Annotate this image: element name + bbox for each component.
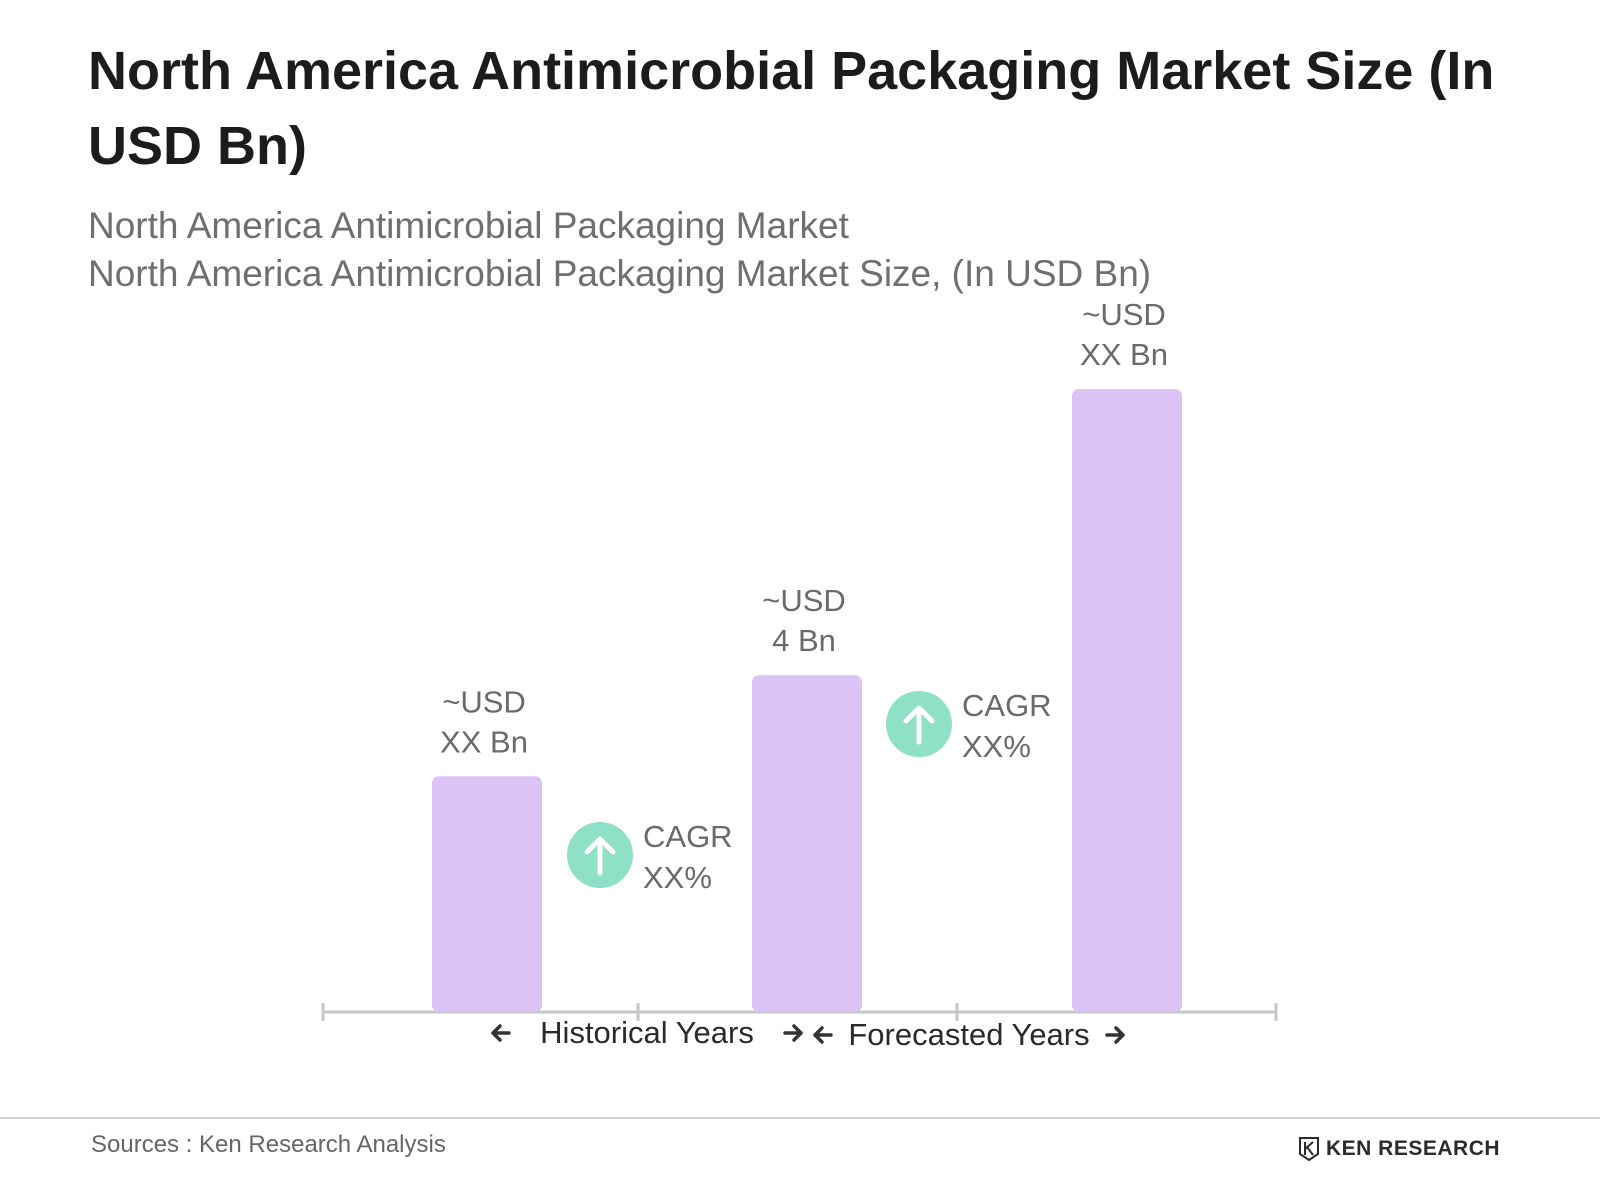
period-2-left-arrow-icon bbox=[813, 1026, 833, 1044]
period-label-2: Forecasted Years bbox=[848, 1017, 1089, 1052]
bar-label-2-line-1: ~USD bbox=[762, 583, 846, 618]
period-2-right-arrow-icon bbox=[1105, 1026, 1125, 1044]
period-1-right-arrow-icon bbox=[783, 1024, 803, 1042]
cagr-arrow-glyph-2 bbox=[903, 705, 935, 745]
period-label-1: Historical Years bbox=[540, 1015, 754, 1050]
ken-research-logo-icon bbox=[1299, 1137, 1319, 1162]
bar-2 bbox=[752, 675, 862, 1012]
chart-title: North America Antimicrobial Packaging Ma… bbox=[88, 41, 1495, 176]
bar-3 bbox=[1072, 389, 1182, 1012]
bar-label-1-line-2: XX Bn bbox=[440, 724, 528, 759]
bar-label-1-line-1: ~USD bbox=[442, 684, 526, 719]
subtitle-line-1: North America Antimicrobial Packaging Ma… bbox=[88, 205, 849, 246]
bar-label-3-line-2: XX Bn bbox=[1080, 337, 1168, 372]
bar-chart: ~USD XX Bn ~USD 4 Bn ~USD XX Bn CAGR XX% CAGR XX%… bbox=[321, 297, 1278, 1052]
chart-subtitle: North America Antimicrobial Packaging Ma… bbox=[88, 202, 1151, 298]
brand-name: KEN RESEARCH bbox=[1326, 1137, 1501, 1160]
cagr-label-1-line-2: XX% bbox=[643, 860, 712, 895]
cagr-label-2-line-2: XX% bbox=[962, 729, 1031, 764]
footer-divider bbox=[0, 1117, 1600, 1119]
bar-1 bbox=[432, 776, 542, 1012]
bar-label-3-line-1: ~USD bbox=[1082, 297, 1166, 332]
cagr-label-2-line-1: CAGR bbox=[962, 688, 1052, 723]
cagr-arrow-glyph-1 bbox=[584, 836, 616, 876]
bar-label-2-line-2: 4 Bn bbox=[772, 623, 836, 658]
brand-logo: KEN RESEARCH bbox=[1298, 1136, 1500, 1162]
source-note: Sources : Ken Research Analysis bbox=[91, 1131, 446, 1158]
subtitle-line-2: North America Antimicrobial Packaging Ma… bbox=[88, 253, 1152, 294]
cagr-label-1-line-1: CAGR bbox=[643, 819, 733, 854]
period-1-left-arrow-icon bbox=[491, 1024, 511, 1042]
